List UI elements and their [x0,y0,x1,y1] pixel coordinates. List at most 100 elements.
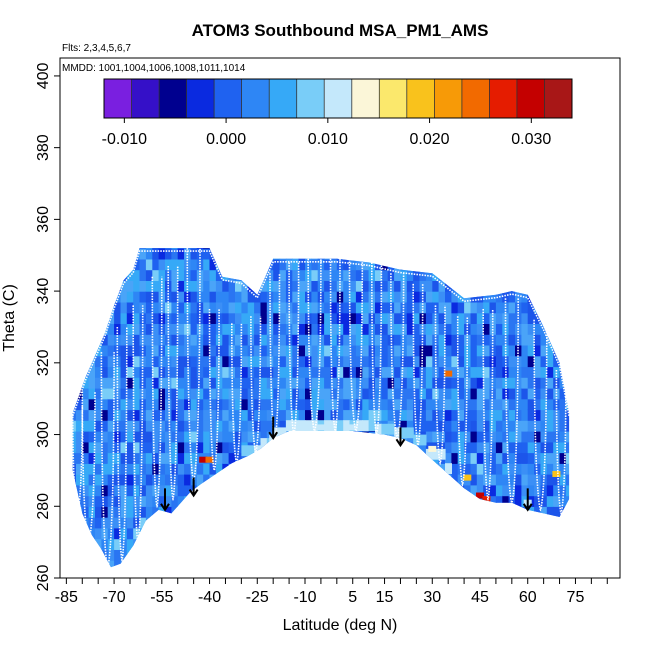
heatmap-cell [470,312,478,324]
heatmap-cell [101,452,109,464]
heatmap-cell [508,291,516,303]
heatmap-cell [72,355,77,368]
heatmap-cell [457,377,465,389]
heatmap-cell [235,431,242,443]
heatmap-cell [203,484,211,497]
heatmap-cell [495,248,503,249]
heatmap-cell [273,484,281,497]
heatmap-cell [145,334,153,346]
heatmap-cell [317,538,325,550]
heatmap-cell [394,560,402,568]
heatmap-cell [133,484,141,497]
heatmap-cell [190,538,198,550]
heatmap-cell [521,463,529,475]
heatmap-cell [171,269,179,281]
heatmap-cell [72,560,77,568]
x-tick-label: 45 [471,589,489,606]
heatmap-cell [330,248,338,260]
heatmap-cell [107,484,115,497]
heatmap-cell [521,560,529,568]
heatmap-cell [330,484,338,497]
heatmap-cell [394,344,402,357]
heatmap-cell [400,269,408,281]
heatmap-cell [285,398,293,411]
heatmap-cell [400,527,408,540]
heatmap-cell [553,409,561,421]
heatmap-cell [133,258,141,271]
heatmap-cell [311,280,319,292]
heatmap-cell [317,323,325,335]
heatmap-cell [470,334,478,346]
heatmap-cell [425,248,433,260]
heatmap-cell [451,560,459,568]
heatmap-cell [368,269,376,281]
heatmap-cell [228,248,236,260]
heatmap-cell [343,269,351,281]
heatmap-cell [534,334,542,346]
heatmap-cell [279,291,287,303]
heatmap-cell [292,463,300,475]
heatmap-cell [394,258,402,271]
heatmap-cell [470,269,478,281]
heatmap-cell [540,527,548,540]
heatmap-cell [203,474,211,486]
heatmap-cell [292,538,300,550]
heatmap-cell [241,323,249,335]
heatmap-cell [196,323,204,335]
flight-profile-trace [81,391,96,544]
heatmap-cell [375,423,382,435]
heatmap-cell [285,269,293,281]
heatmap-cell [88,291,96,303]
heatmap-cell [451,398,459,411]
heatmap-cell [158,549,166,561]
heatmap-cell [546,560,554,568]
heatmap-cell [273,452,281,464]
heatmap-cell [413,323,421,335]
heatmap-cell [368,377,376,389]
heatmap-cell [152,431,160,443]
heatmap-cell [145,269,153,281]
heatmap-cell [222,355,230,368]
heatmap-cell [126,291,134,303]
heatmap-cell [196,420,204,432]
heatmap-cell [476,560,484,568]
heatmap-cell [470,301,478,314]
heatmap-cell [330,441,338,454]
flight-profile-trace [390,273,405,440]
heatmap-cell [381,484,389,497]
heatmap-cell [266,387,274,400]
heatmap-cell [107,366,115,378]
heatmap-cell [145,344,153,357]
y-tick-label: 380 [35,134,52,161]
heatmap-cell [336,355,344,368]
heatmap-cell [158,334,166,346]
flight-transit-trace [71,250,570,417]
heatmap-cell [489,355,497,368]
heatmap-cell [82,549,90,561]
heatmap-highlight [205,456,214,463]
heatmap-cell [75,409,83,421]
heatmap-cell [235,312,242,324]
arrow-head [160,503,170,512]
heatmap-cell [196,344,204,357]
heatmap-cell [203,517,211,529]
heatmap-cell [445,538,452,550]
heatmap-cell [419,484,427,497]
heatmap-cell [381,527,389,540]
heatmap-cell [101,431,109,443]
heatmap-cell [451,474,459,486]
heatmap-cell [438,517,446,529]
heatmap-cell [95,463,102,475]
heatmap-cell [95,409,102,421]
heatmap-cell [190,387,198,400]
heatmap-cell [139,484,147,497]
heatmap-cell [260,387,268,400]
heatmap-cell [349,355,357,368]
heatmap-cell [247,280,255,292]
heatmap-cell [508,344,516,357]
heatmap-cell [527,377,535,389]
heatmap-cell [107,549,115,561]
heatmap-cell [470,463,478,475]
heatmap-cell [425,312,433,324]
heatmap-cell [177,366,185,378]
